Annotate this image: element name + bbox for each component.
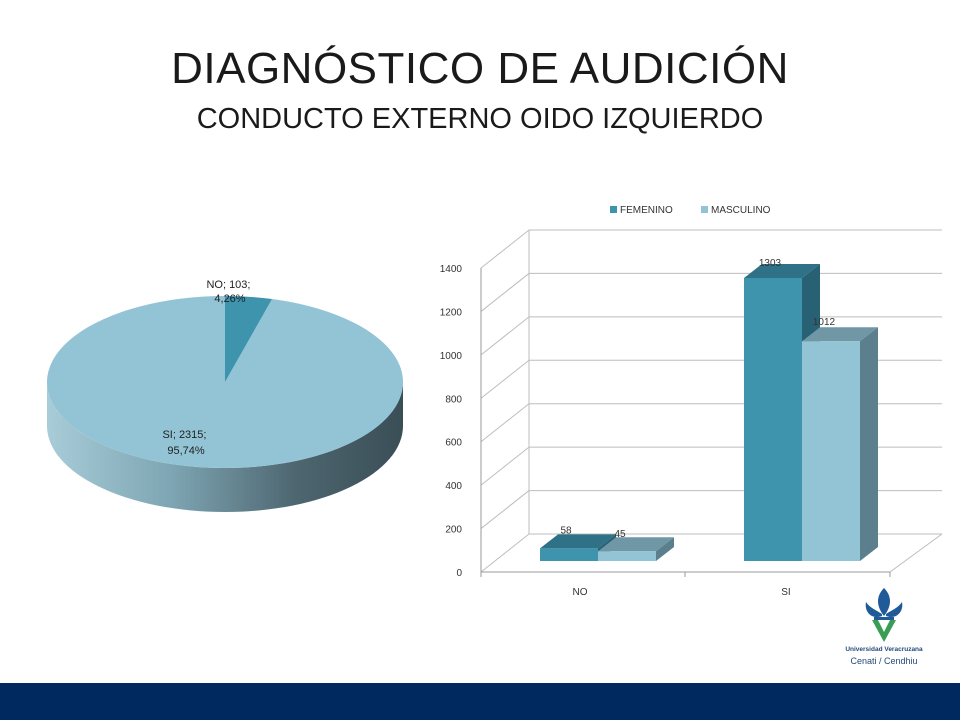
pie-label-no: NO; 103; 4,26% [206, 279, 253, 305]
bar-top [540, 534, 616, 549]
data-label: 1012 [813, 317, 836, 328]
slide-subtitle: CONDUCTO EXTERNO OIDO IZQUIERDO [196, 103, 764, 135]
grid-line-diagonal [480, 273, 530, 312]
bar-front [598, 551, 656, 561]
fleur-de-lis-icon [865, 588, 903, 642]
bar-side [860, 327, 878, 561]
pie-slice-no [225, 296, 273, 382]
pie-label-si: SI; 2315; 95,74% [162, 429, 209, 457]
data-label: 58 [560, 525, 572, 536]
bar-top [598, 537, 674, 552]
y-tick-label: 1000 [440, 351, 463, 362]
bar-no-masculino [598, 537, 674, 561]
legend-label: MASCULINO [711, 205, 771, 216]
grid-line-diagonal [480, 316, 530, 356]
footer-bar [0, 683, 960, 720]
bar-front [744, 278, 802, 561]
bar-front [540, 548, 598, 561]
bar-side [656, 537, 674, 561]
slide-title: DIAGNÓSTICO DE AUDICIÓN [171, 44, 789, 93]
floor-right-edge [889, 533, 943, 573]
x-tick-label: SI [781, 587, 790, 598]
y-tick-label: 200 [445, 525, 462, 536]
pie-side-wall [47, 382, 403, 512]
pie-chart: NO; 103; 4,26% SI; 2315; 95,74% [47, 279, 403, 512]
bar-chart-legend: FEMENINO MASCULINO [610, 205, 771, 216]
grid-line-diagonal [480, 533, 530, 573]
y-tick-label: 0 [456, 568, 462, 579]
grid-line-diagonal [480, 490, 530, 529]
y-tick-label: 800 [445, 394, 462, 405]
bar-front [802, 341, 860, 561]
logo-unit-name: Cenati / Cendhiu [850, 656, 918, 666]
data-label: 45 [614, 529, 626, 540]
university-logo: Universidad Veracruzana Cenati / Cendhiu [834, 586, 934, 672]
grid-line-diagonal [480, 359, 530, 399]
bar-chart-labels: 58 45 1303 1012 [560, 258, 835, 540]
y-tick-label: 1200 [440, 307, 463, 318]
bar-chart-axes: 0 200 400 600 800 1000 1200 1400 NO SI [440, 230, 943, 598]
grid-line-diagonal [480, 403, 530, 443]
y-tick-label: 1400 [440, 264, 463, 275]
bar-top [744, 264, 820, 278]
bar-top [802, 327, 878, 342]
bar-chart-bars [540, 264, 878, 561]
y-tick-label: 400 [445, 481, 462, 492]
legend-swatch-femenino [610, 206, 617, 213]
legend-label: FEMENINO [620, 205, 673, 216]
bar-chart: 0 200 400 600 800 1000 1200 1400 NO SI 58 45 1303 10… [440, 205, 943, 598]
x-tick-label: NO [573, 587, 588, 598]
legend-swatch-masculino [701, 206, 708, 213]
data-label: 1303 [759, 258, 782, 269]
logo-university-name: Universidad Veracruzana [845, 646, 923, 653]
grid-line-diagonal [480, 229, 530, 269]
grid-line-diagonal [480, 446, 530, 486]
bar-si-masculino [802, 327, 878, 561]
y-tick-label: 600 [445, 438, 462, 449]
